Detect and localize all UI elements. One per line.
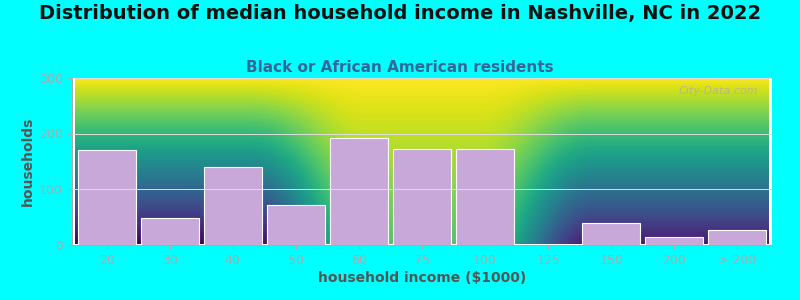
Text: Distribution of median household income in Nashville, NC in 2022: Distribution of median household income … xyxy=(39,4,761,23)
Text: City-Data.com: City-Data.com xyxy=(678,86,758,96)
Bar xyxy=(456,149,514,244)
Bar xyxy=(204,167,262,244)
X-axis label: household income ($1000): household income ($1000) xyxy=(318,271,526,285)
Bar xyxy=(330,138,388,244)
Bar xyxy=(78,150,136,244)
Bar xyxy=(582,224,640,244)
Bar xyxy=(141,218,198,244)
Bar xyxy=(267,205,325,244)
Bar xyxy=(708,230,766,244)
Bar xyxy=(393,149,451,244)
Bar xyxy=(646,237,703,244)
Text: Black or African American residents: Black or African American residents xyxy=(246,60,554,75)
Y-axis label: households: households xyxy=(21,117,35,206)
